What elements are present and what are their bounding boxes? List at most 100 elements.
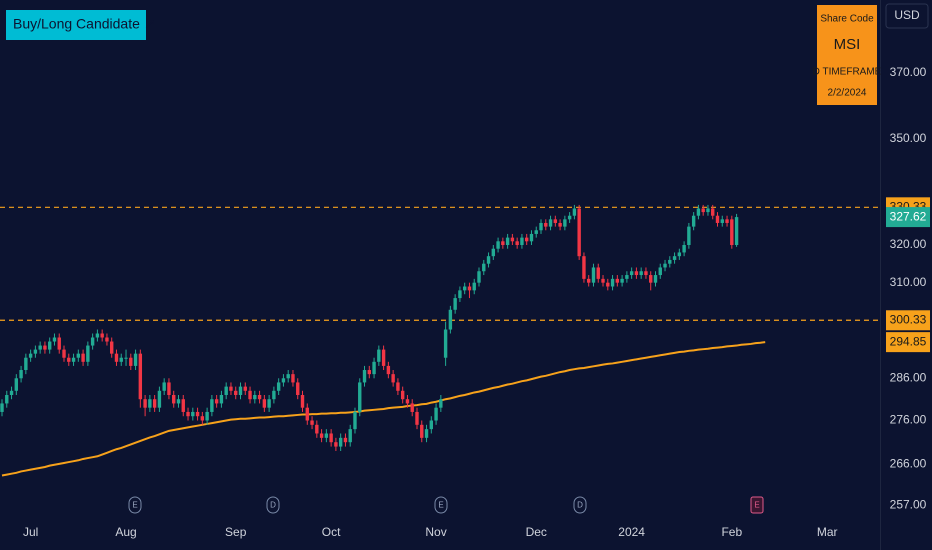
event-label: E bbox=[132, 501, 137, 510]
candle-body bbox=[482, 263, 486, 272]
candle-body bbox=[143, 399, 147, 408]
event-label: E bbox=[438, 501, 443, 510]
candle-body bbox=[477, 271, 481, 283]
candle-body bbox=[606, 282, 610, 287]
candle-body bbox=[625, 275, 629, 279]
ma-label: 294.85 bbox=[890, 334, 927, 348]
candle-body bbox=[238, 386, 243, 395]
candle-body bbox=[5, 394, 9, 404]
candle-body bbox=[219, 394, 224, 404]
candle-body bbox=[486, 256, 491, 264]
candle-body bbox=[639, 271, 643, 276]
candle-body bbox=[620, 278, 624, 283]
candle-body bbox=[353, 411, 357, 430]
candle-body bbox=[458, 290, 462, 299]
candle-body bbox=[281, 378, 286, 383]
candle-body bbox=[367, 370, 371, 375]
candle-body bbox=[548, 219, 553, 227]
candle-body bbox=[38, 345, 42, 350]
candle-body bbox=[677, 252, 682, 257]
candle-body bbox=[577, 208, 581, 257]
event-label: D bbox=[577, 501, 583, 510]
candle-body bbox=[300, 394, 305, 408]
candle-body bbox=[267, 399, 271, 408]
candle-body bbox=[544, 222, 548, 227]
candle-body bbox=[76, 353, 81, 358]
candle-body bbox=[520, 237, 524, 246]
candle-body bbox=[67, 357, 71, 362]
candle-body bbox=[629, 271, 634, 276]
candle-body bbox=[539, 222, 543, 231]
candle-body bbox=[663, 263, 667, 268]
currency[interactable]: USD bbox=[894, 8, 920, 22]
candle-body bbox=[529, 233, 534, 242]
candle-body bbox=[381, 349, 386, 366]
candle-body bbox=[329, 433, 333, 443]
y-tick-label: 276.00 bbox=[890, 413, 927, 427]
candle-body bbox=[248, 390, 252, 400]
candle-body bbox=[172, 394, 176, 404]
candle-body bbox=[33, 349, 38, 354]
candle-body bbox=[410, 403, 414, 412]
candle-body bbox=[467, 286, 472, 291]
candle-body bbox=[243, 386, 247, 391]
info-symbol: MSI bbox=[834, 36, 861, 53]
candle-body bbox=[48, 341, 52, 350]
candle-body bbox=[448, 309, 453, 330]
candle-body bbox=[501, 241, 505, 246]
candle-body bbox=[400, 390, 405, 400]
candle-body bbox=[439, 399, 443, 408]
candle-body bbox=[315, 424, 319, 434]
candle-body bbox=[558, 222, 562, 227]
candle-body bbox=[515, 241, 519, 246]
candle-body bbox=[224, 386, 228, 395]
candle-body bbox=[95, 333, 100, 338]
candle-body bbox=[358, 382, 362, 412]
signal-label: Buy/Long Candidate ↗ bbox=[13, 16, 156, 32]
candle-body bbox=[734, 217, 739, 246]
candle-body bbox=[86, 345, 90, 362]
y-tick-label: 320.00 bbox=[890, 237, 927, 251]
candle-body bbox=[715, 215, 720, 223]
candle-body bbox=[563, 219, 567, 227]
event-label: D bbox=[270, 501, 276, 510]
info-timeframe: D TIMEFRAME bbox=[813, 67, 882, 78]
candle-body bbox=[124, 357, 128, 359]
candle-body bbox=[234, 390, 238, 395]
candle-body bbox=[525, 237, 529, 242]
event-marker bbox=[266, 496, 280, 514]
candle-body bbox=[434, 407, 438, 421]
candle-body bbox=[334, 442, 338, 447]
y-tick-label: 370.00 bbox=[890, 65, 927, 79]
candle-body bbox=[214, 399, 219, 404]
candle-body bbox=[429, 420, 433, 430]
x-tick-label: Oct bbox=[322, 525, 341, 539]
candle-body bbox=[52, 337, 57, 342]
candle-body bbox=[343, 437, 348, 443]
candle-body bbox=[420, 424, 424, 438]
candle-body bbox=[305, 407, 309, 421]
candle-body bbox=[195, 411, 200, 417]
moving-average bbox=[1, 341, 766, 477]
candle-body bbox=[62, 349, 66, 358]
candle-body bbox=[9, 390, 14, 395]
candle-body bbox=[324, 433, 329, 438]
x-tick-label: Dec bbox=[526, 525, 547, 539]
y-tick-label: 350.00 bbox=[890, 131, 927, 145]
candle-body bbox=[462, 286, 467, 291]
candle-body bbox=[658, 267, 662, 276]
candle-body bbox=[43, 345, 47, 350]
candle-body bbox=[362, 370, 367, 383]
last-price-badge bbox=[886, 207, 930, 228]
x-tick-label: Jul bbox=[23, 525, 38, 539]
currency-box[interactable] bbox=[885, 3, 929, 29]
candle-body bbox=[491, 248, 496, 257]
candle-body bbox=[372, 361, 376, 375]
candle-body bbox=[205, 411, 209, 421]
candle-body bbox=[644, 271, 648, 276]
candle-body bbox=[572, 208, 577, 216]
candle-body bbox=[706, 208, 710, 213]
candle-body bbox=[162, 382, 166, 391]
candle-body bbox=[319, 433, 324, 438]
